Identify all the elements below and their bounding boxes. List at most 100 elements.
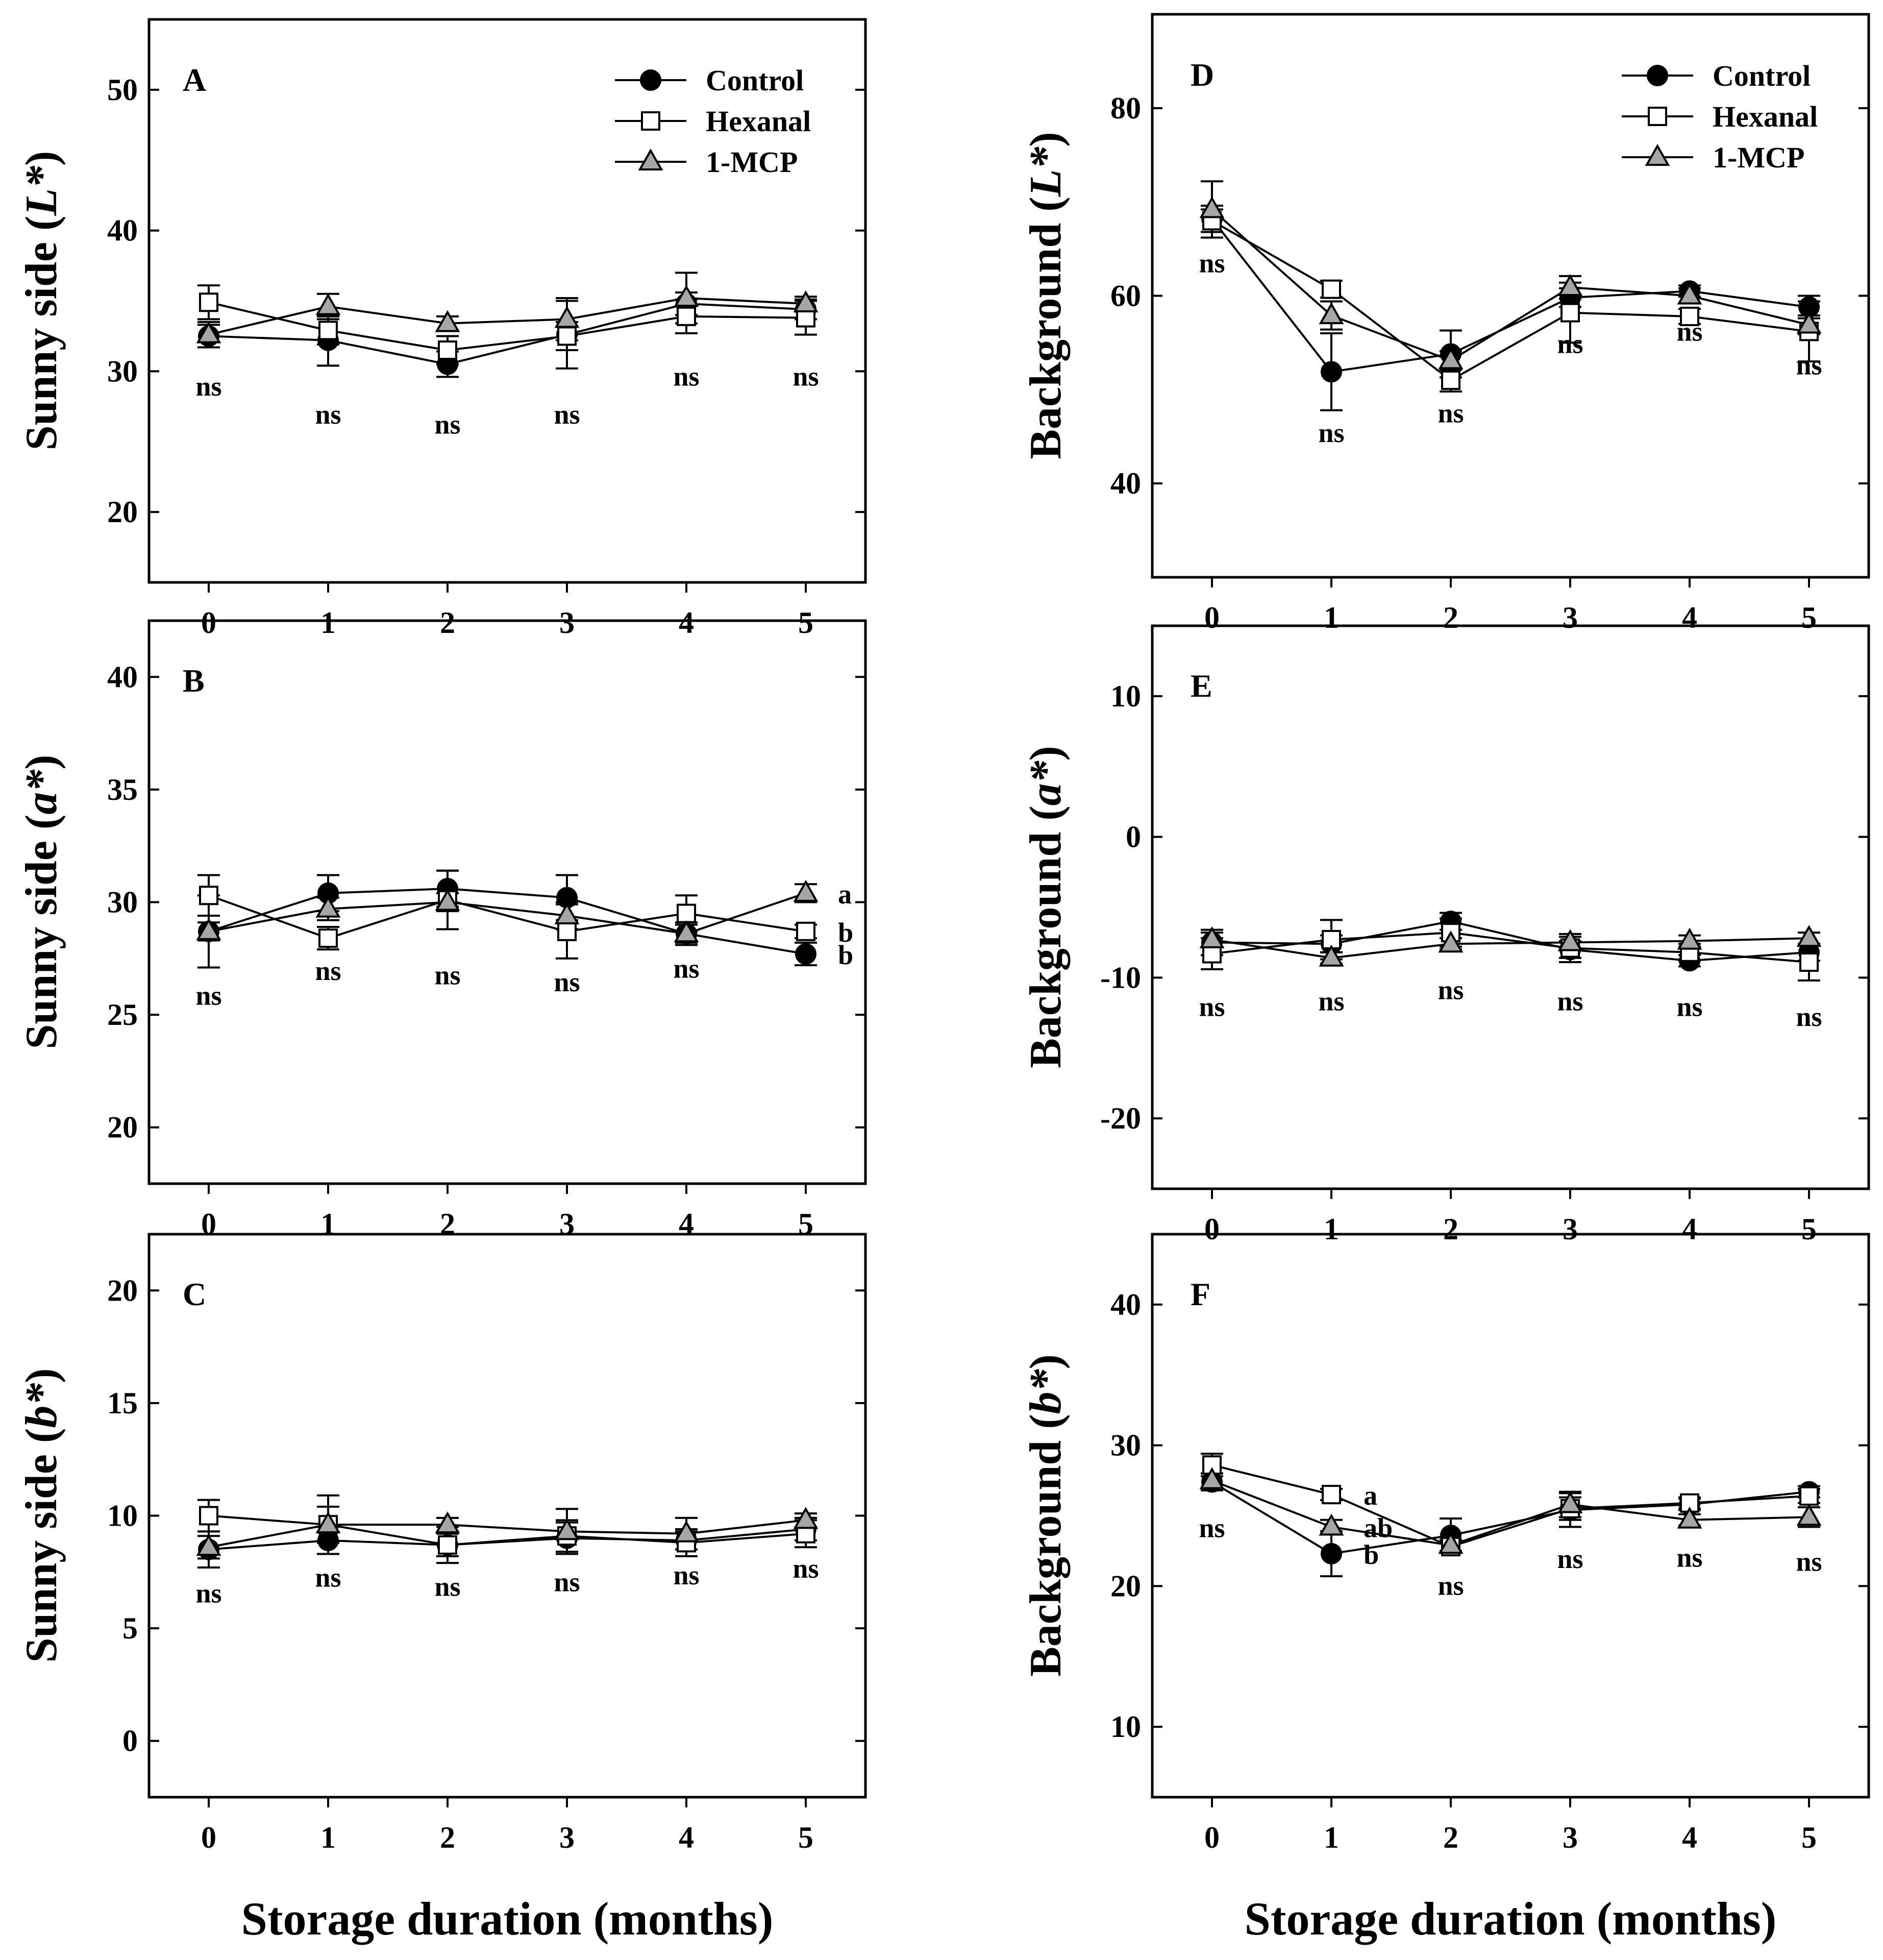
y-tick-label: 80: [1110, 91, 1141, 125]
legend-label-mcp: 1-MCP: [706, 145, 798, 179]
significance-label: b: [838, 917, 853, 948]
x-tick-label: 4: [679, 1821, 694, 1854]
significance-label: ab: [1364, 1513, 1393, 1544]
significance-label: ns: [1557, 328, 1583, 359]
series-line-control: [208, 888, 806, 955]
significance-label: ns: [1199, 1513, 1225, 1544]
data-point-mcp: [196, 321, 221, 344]
x-tick-label: 5: [798, 1207, 813, 1241]
significance-label: ns: [315, 1562, 341, 1593]
data-point-mcp: [435, 889, 460, 911]
y-tick-label: 0: [122, 1724, 138, 1758]
x-tick-label: 2: [440, 1207, 455, 1241]
series-line-hexanal: [208, 301, 806, 352]
x-tick-label: 4: [1682, 1212, 1697, 1246]
significance-label: ns: [792, 1553, 819, 1584]
y-tick-label: 20: [107, 495, 138, 529]
data-point-mcp: [793, 879, 819, 902]
y-tick-label: 10: [1110, 1710, 1141, 1744]
y-tick-label: 30: [1110, 1429, 1141, 1462]
data-point-mcp: [435, 310, 460, 332]
data-point-mcp: [196, 918, 221, 940]
x-tick-label: 4: [679, 606, 694, 640]
y-tick-label: 30: [107, 354, 138, 388]
significance-label: ns: [1676, 316, 1702, 347]
y-tick-label: 20: [1110, 1569, 1141, 1603]
x-axis-label-left: Storage duration (months): [241, 1893, 774, 1945]
data-point-hexanal: [199, 1506, 218, 1526]
significance-label: ns: [1796, 350, 1822, 381]
data-point-hexanal: [557, 921, 577, 941]
y-axis-label: Sunny side (a*): [17, 754, 66, 1049]
significance-label: ns: [673, 953, 699, 984]
y-axis-label: Background (b*): [1021, 1354, 1071, 1677]
significance-label: ns: [315, 955, 341, 986]
significance-label: ns: [1557, 986, 1583, 1016]
data-point-hexanal: [1680, 306, 1699, 326]
data-point-hexanal: [1322, 1485, 1341, 1505]
data-point-hexanal: [677, 306, 696, 326]
x-tick-label: 2: [440, 1821, 455, 1854]
legend-label-mcp: 1-MCP: [1713, 141, 1804, 174]
y-axis-label: Sunny side (b*): [17, 1368, 66, 1662]
y-tick-label: 5: [122, 1611, 138, 1645]
x-tick-label: 2: [440, 606, 455, 640]
panel-C: C Sunny side (b*) 0 1 2 3 4 5 0 5 10 15 20 ns ns ns ns…: [17, 1233, 867, 1854]
panel-label: E: [1191, 668, 1212, 704]
data-point-mcp: [1319, 302, 1344, 325]
y-tick-label: 15: [107, 1386, 138, 1420]
significance-label: a: [838, 879, 852, 910]
panel-label: A: [183, 62, 206, 98]
x-tick-label: 0: [1204, 1821, 1220, 1854]
significance-label: ns: [554, 1566, 580, 1597]
series-line-hexanal: [1211, 1464, 1810, 1548]
data-point-mcp: [1796, 1504, 1822, 1526]
series-line-mcp: [208, 1519, 806, 1549]
plot-frame: [1151, 624, 1870, 1190]
x-tick-label: 0: [201, 606, 216, 640]
panel-E: E Background (a*) 0 1 2 3 4 5 -20 -10 0 10 ns ns ns n…: [1021, 624, 1870, 1246]
data-point-mcp: [554, 306, 580, 328]
data-point-mcp: [1438, 930, 1464, 953]
legend-label-control: Control: [1713, 59, 1811, 92]
data-point-mcp: [554, 1518, 580, 1540]
x-tick-label: 1: [320, 1207, 336, 1241]
data-point-hexanal: [438, 1535, 457, 1555]
y-tick-label: 30: [107, 886, 138, 919]
x-tick-label: 3: [1563, 601, 1578, 634]
y-tick-label: 40: [1110, 467, 1141, 500]
data-point-mcp: [793, 290, 819, 313]
y-tick-label: 40: [107, 214, 138, 248]
plot-frame: [1151, 1233, 1870, 1799]
x-tick-label: 5: [1801, 1212, 1817, 1246]
data-point-hexanal: [1322, 279, 1341, 299]
significance-label: b: [838, 940, 853, 970]
y-tick-label: 20: [107, 1111, 138, 1144]
x-tick-label: 0: [1204, 601, 1220, 634]
data-point-hexanal: [199, 886, 218, 905]
panel-D: D Background (L*) 0 1 2 3 4 5 40 60 80 ns ns ns ns ns…: [1021, 13, 1870, 634]
x-tick-label: 5: [798, 606, 813, 640]
significance-label: ns: [1438, 398, 1464, 428]
data-point-mcp: [674, 920, 699, 943]
legend-marker-control: [1647, 65, 1668, 86]
significance-label: ns: [1318, 418, 1344, 448]
series-line-hexanal: [208, 894, 806, 940]
y-tick-label: 35: [107, 773, 138, 806]
data-point-mcp: [674, 284, 699, 307]
x-tick-label: 3: [559, 1207, 575, 1241]
y-tick-label: 40: [107, 660, 138, 694]
data-point-hexanal: [1799, 1486, 1819, 1506]
legend-marker-control: [640, 69, 661, 91]
significance-label: ns: [1557, 1544, 1583, 1574]
x-tick-label: 0: [201, 1821, 216, 1854]
data-point-mcp: [1199, 926, 1225, 948]
x-tick-label: 5: [1801, 601, 1817, 634]
panel-B: B Sunny side (a*) 0 1 2 3 4 5 20 25 30 35 40 ns ns ns…: [17, 619, 867, 1241]
series-line-mcp: [1211, 1479, 1810, 1547]
significance-label: ns: [434, 1571, 460, 1602]
significance-label: a: [1364, 1480, 1377, 1511]
series-line-control: [208, 1528, 806, 1551]
